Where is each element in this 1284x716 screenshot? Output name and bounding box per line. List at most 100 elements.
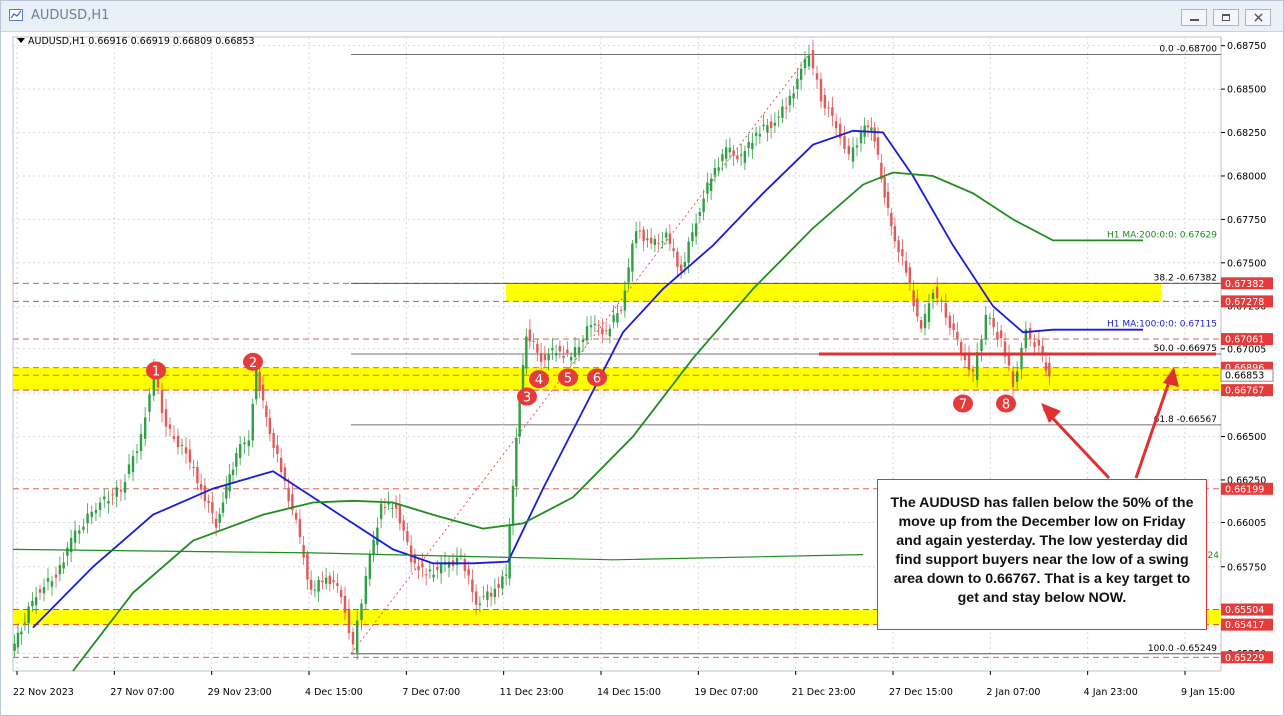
candle-body xyxy=(657,243,660,245)
candle-body xyxy=(952,323,955,330)
candle-body xyxy=(313,589,317,591)
y-tick-label: 0.65750 xyxy=(1227,562,1266,573)
price-tag-label: 0.67382 xyxy=(1225,279,1264,290)
candle-body xyxy=(336,583,339,586)
candle-body xyxy=(1003,341,1007,357)
x-tick-label: 11 Dec 23:00 xyxy=(500,687,564,698)
candle-body xyxy=(328,575,332,585)
candle-body xyxy=(642,229,645,241)
candle-body xyxy=(139,434,143,452)
candle-body xyxy=(784,107,788,109)
arrowhead-icon xyxy=(1041,403,1061,423)
maximize-button[interactable] xyxy=(1213,9,1239,26)
x-tick-label: 9 Jan 15:00 xyxy=(1181,687,1235,698)
candle-body xyxy=(504,574,508,576)
price-tag-label: 0.67278 xyxy=(1225,297,1264,308)
price-tag xyxy=(1221,651,1273,664)
candle-body xyxy=(601,328,604,335)
candle-body xyxy=(235,453,238,467)
candle-body xyxy=(486,591,489,600)
candle-body xyxy=(214,518,218,528)
candle-body xyxy=(984,314,988,340)
x-tick-label: 21 Dec 23:00 xyxy=(792,687,856,698)
candle-body xyxy=(127,464,131,474)
candle-body xyxy=(168,424,172,429)
candle-body xyxy=(78,530,81,534)
candle-body xyxy=(439,562,443,574)
candle-body xyxy=(283,467,287,482)
annotation-box: The AUDUSD has fallen below the 50% of t… xyxy=(877,479,1207,630)
candle-body xyxy=(258,372,261,391)
support-resistance-zone xyxy=(13,367,1221,391)
x-tick-label: 22 Nov 2023 xyxy=(13,687,74,698)
price-tag xyxy=(1221,603,1273,616)
minimize-button[interactable] xyxy=(1181,9,1207,26)
candle-body xyxy=(931,292,935,299)
candle-body xyxy=(799,68,803,80)
candle-body xyxy=(691,232,694,242)
candle-body xyxy=(788,95,792,106)
candle-body xyxy=(364,575,368,604)
x-tick-label: 19 Dec 07:00 xyxy=(694,687,758,698)
candle-body xyxy=(721,154,724,162)
candle-body xyxy=(1028,328,1032,340)
candle-body xyxy=(739,154,743,156)
candle-body xyxy=(676,251,679,267)
candle-body xyxy=(46,578,50,582)
x-tick-label: 4 Jan 23:00 xyxy=(1084,687,1138,698)
candle-body xyxy=(935,286,939,299)
candle-body xyxy=(474,591,478,605)
candle-body xyxy=(992,317,995,328)
candle-body xyxy=(417,566,420,571)
close-button[interactable] xyxy=(1245,9,1271,26)
candle-body xyxy=(623,290,627,311)
swing-marker xyxy=(529,370,549,389)
x-tick-label: 2 Jan 07:00 xyxy=(986,687,1040,698)
candle-body xyxy=(497,584,500,588)
arrowhead-icon xyxy=(1163,367,1179,387)
candle-body xyxy=(119,489,123,492)
candle-body xyxy=(291,494,294,511)
fib-level-label: 50.0 -0.66975 xyxy=(1154,344,1217,354)
candle-body xyxy=(751,142,754,150)
candle-body xyxy=(638,230,642,232)
swing-marker-label: 4 xyxy=(535,373,543,388)
candle-body xyxy=(272,433,275,448)
candle-body xyxy=(317,579,320,592)
candle-body xyxy=(309,579,313,590)
candle-body xyxy=(324,577,328,584)
candle-body xyxy=(184,447,188,454)
swing-marker-label: 7 xyxy=(959,398,967,413)
candle-body xyxy=(164,409,168,427)
candle-body xyxy=(406,531,409,542)
candle-body xyxy=(23,622,27,624)
candle-body xyxy=(1007,354,1011,366)
candle-body xyxy=(593,323,597,326)
candle-body xyxy=(980,339,983,352)
candle-body xyxy=(160,389,164,414)
candle-body xyxy=(781,106,784,118)
swing-marker-label: 2 xyxy=(249,356,257,371)
candle-body xyxy=(355,620,359,653)
candle-body xyxy=(847,145,851,155)
candle-body xyxy=(585,326,589,341)
candle-body xyxy=(547,353,550,361)
candle-body xyxy=(321,580,324,583)
candle-body xyxy=(339,590,343,598)
candle-body xyxy=(73,530,77,543)
candle-body xyxy=(554,353,558,356)
candle-body xyxy=(604,330,608,332)
candle-body xyxy=(302,545,305,558)
dropdown-triangle-icon[interactable] xyxy=(17,38,25,43)
candle-body xyxy=(919,320,923,329)
candle-body xyxy=(803,58,807,69)
y-tick-label: 0.68250 xyxy=(1227,128,1266,139)
candle-body xyxy=(372,539,375,555)
swing-marker-label: 5 xyxy=(564,371,572,386)
y-tick-label: 0.66250 xyxy=(1227,475,1266,486)
candle-body xyxy=(62,562,65,569)
candle-body xyxy=(368,554,372,579)
fib-level-label: 100.0 -0.65249 xyxy=(1148,644,1217,654)
price-tag-label: 0.66853 xyxy=(1225,371,1264,382)
candle-body xyxy=(50,581,54,587)
